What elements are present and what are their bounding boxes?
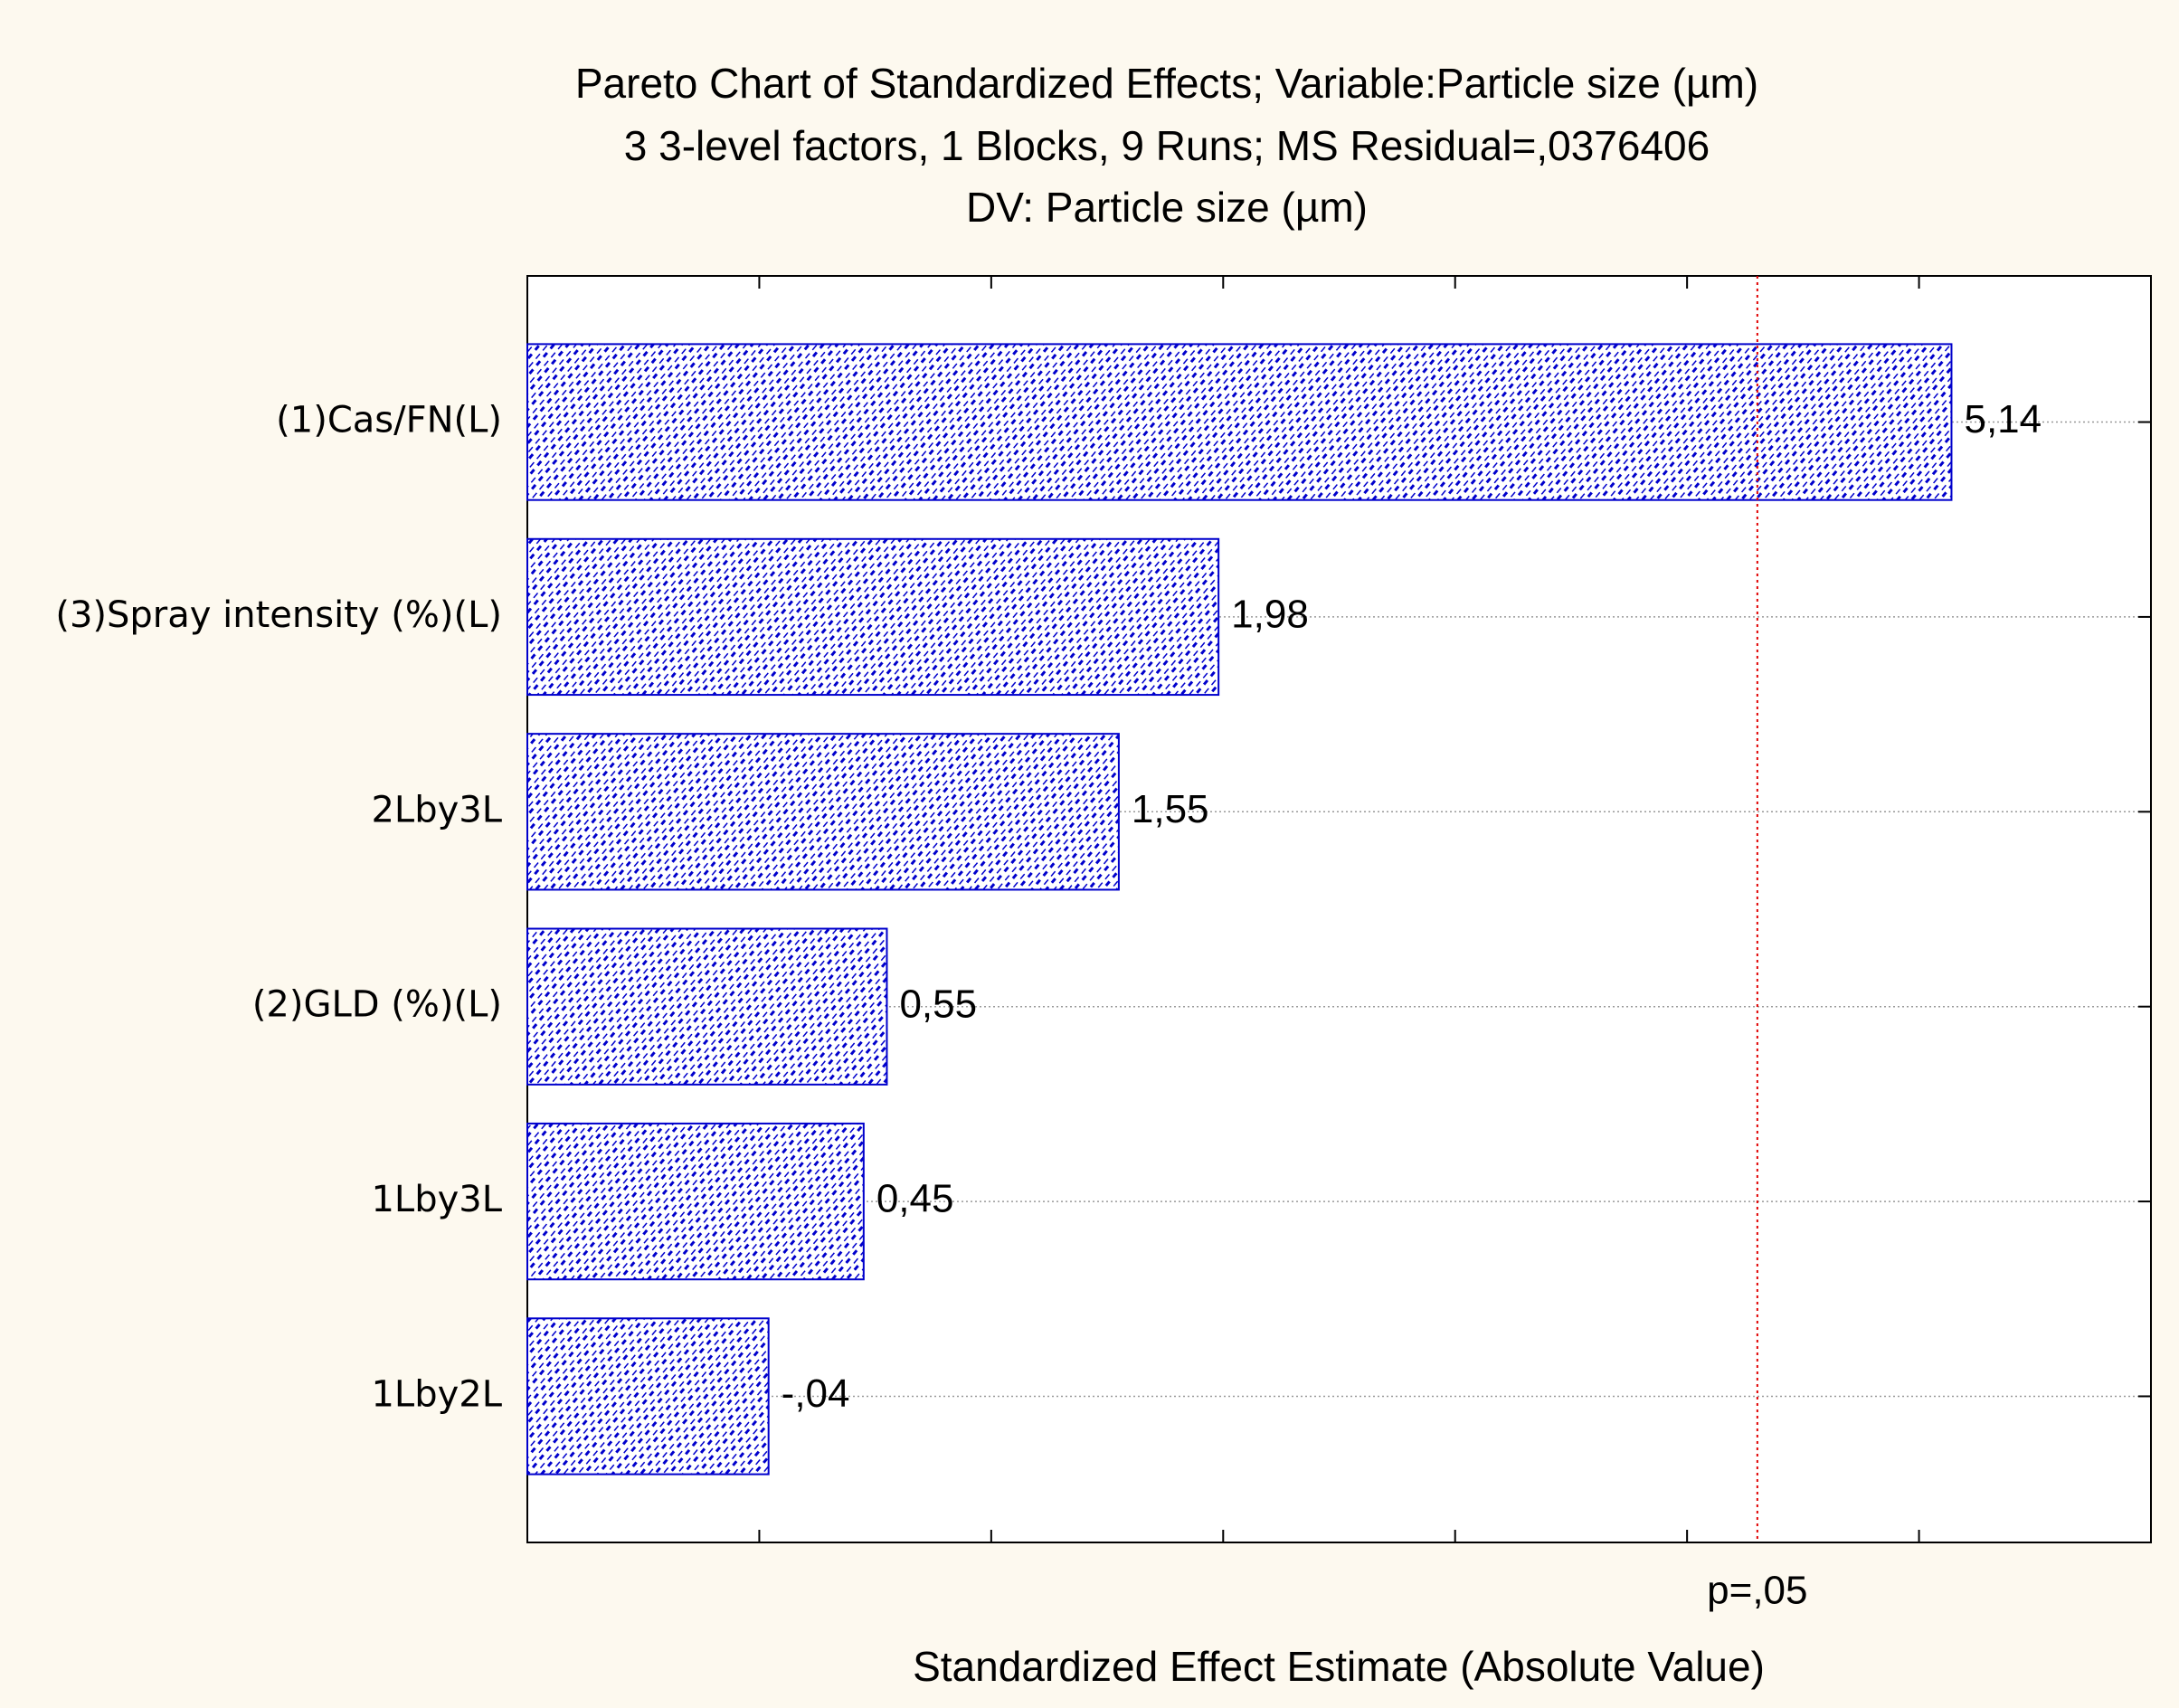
bar	[526, 927, 888, 1086]
x-axis-label: Standardized Effect Estimate (Absolute V…	[913, 1643, 1765, 1690]
y-tick-label: (3)Spray intensity (%)(L)	[55, 594, 502, 636]
chart-subtitle: DV: Particle size (µm)	[966, 184, 1368, 231]
chart-title: Pareto Chart of Standardized Effects; Va…	[575, 60, 1758, 107]
reference-label: p=,05	[1707, 1569, 1807, 1613]
value-label: 1,55	[1132, 787, 1209, 831]
value-label: -,04	[782, 1371, 850, 1416]
bar	[526, 733, 1120, 891]
bar	[526, 1122, 865, 1281]
value-label: 5,14	[1964, 397, 2042, 441]
y-tick-label: 1Lby3L	[371, 1179, 502, 1220]
bar	[526, 537, 1220, 697]
chart-subtitle: 3 3-level factors, 1 Blocks, 9 Runs; MS …	[624, 122, 1710, 169]
y-tick-label: (2)GLD (%)(L)	[252, 984, 502, 1026]
y-tick-label: (1)Cas/FN(L)	[276, 400, 502, 441]
value-label: 0,55	[899, 982, 977, 1026]
value-label: 1,98	[1231, 593, 1309, 637]
y-tick-label: 1Lby2L	[371, 1373, 502, 1415]
value-label: 0,45	[876, 1177, 954, 1221]
y-tick-label: 2Lby3L	[371, 789, 502, 830]
bar	[526, 1317, 770, 1476]
bar	[526, 343, 1953, 501]
